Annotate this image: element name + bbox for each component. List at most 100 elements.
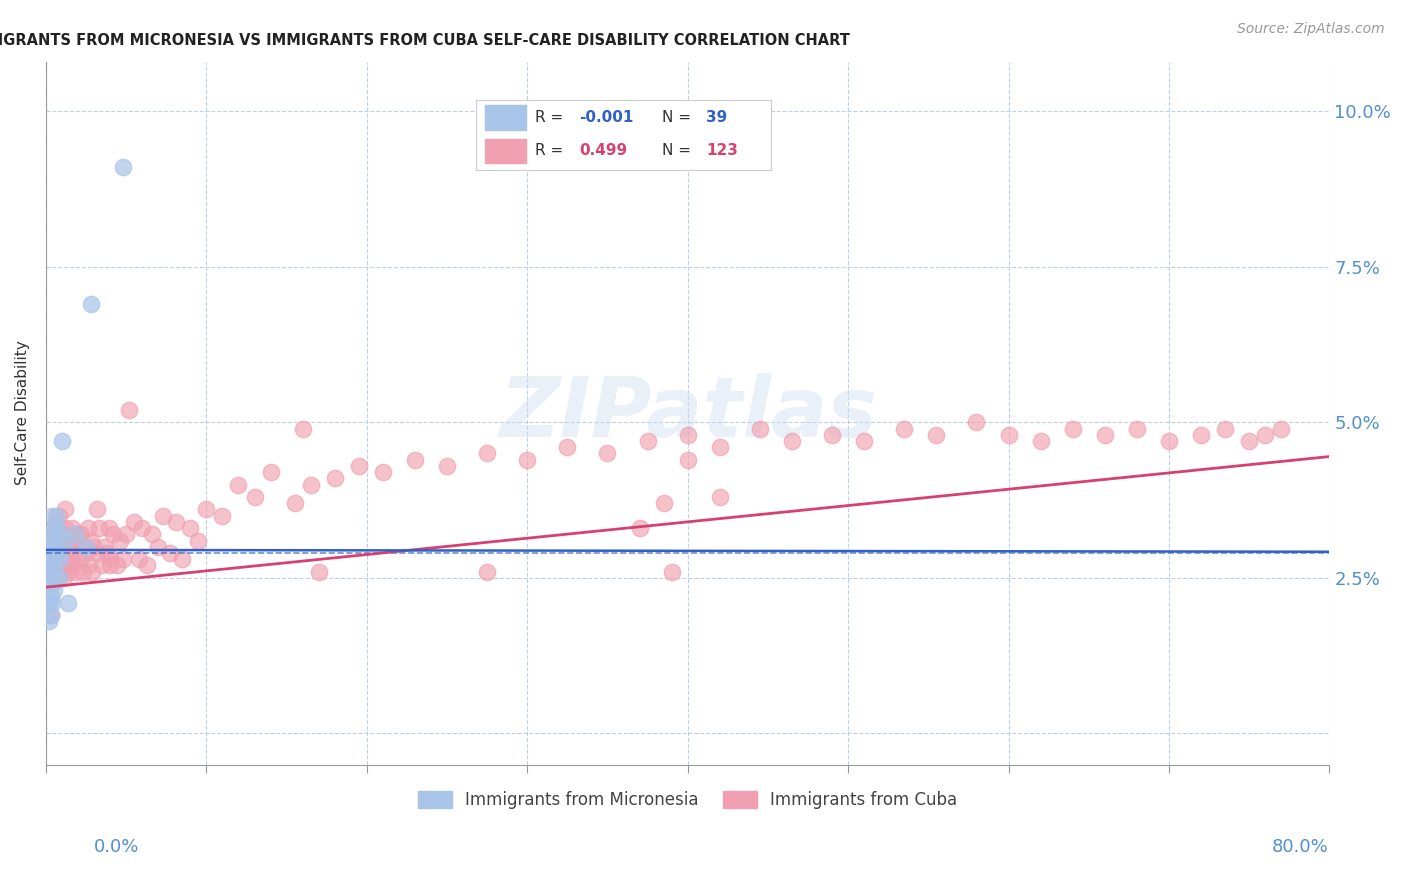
Point	[128, 552, 150, 566]
Point	[709, 490, 731, 504]
Point	[38, 552, 60, 566]
Point	[148, 540, 170, 554]
Point	[259, 465, 281, 479]
Point	[51, 552, 73, 566]
Point	[45, 508, 67, 523]
Point	[69, 552, 91, 566]
Point	[38, 571, 60, 585]
Point	[58, 565, 80, 579]
Point	[67, 527, 90, 541]
Point	[53, 521, 76, 535]
Point	[1189, 427, 1212, 442]
Point	[38, 596, 60, 610]
Point	[80, 533, 103, 548]
Point	[41, 546, 63, 560]
Point	[676, 427, 699, 442]
Point	[52, 571, 75, 585]
Point	[48, 533, 70, 548]
Point	[37, 571, 59, 585]
Text: Source: ZipAtlas.com: Source: ZipAtlas.com	[1237, 22, 1385, 37]
Point	[37, 558, 59, 573]
Point	[58, 596, 80, 610]
Point	[37, 596, 59, 610]
Point	[93, 540, 115, 554]
Point	[48, 571, 70, 585]
Text: ZIPatlas: ZIPatlas	[499, 373, 876, 453]
Point	[299, 477, 322, 491]
Point	[228, 477, 250, 491]
Point	[516, 452, 538, 467]
Point	[136, 558, 159, 573]
Point	[893, 421, 915, 435]
Point	[45, 540, 67, 554]
Point	[637, 434, 659, 448]
Point	[1126, 421, 1149, 435]
Point	[347, 458, 370, 473]
Point	[39, 540, 62, 554]
Point	[49, 540, 72, 554]
Point	[39, 608, 62, 623]
Point	[51, 434, 73, 448]
Point	[76, 521, 98, 535]
Point	[1270, 421, 1292, 435]
Point	[42, 540, 65, 554]
Point	[195, 502, 218, 516]
Point	[45, 515, 67, 529]
Point	[39, 608, 62, 623]
Point	[596, 446, 619, 460]
Point	[37, 565, 59, 579]
Point	[1094, 427, 1116, 442]
Point	[49, 565, 72, 579]
Point	[475, 565, 498, 579]
Point	[108, 533, 131, 548]
Point	[105, 558, 128, 573]
Point	[67, 540, 90, 554]
Point	[86, 546, 108, 560]
Point	[46, 571, 69, 585]
Point	[131, 521, 153, 535]
Point	[172, 552, 194, 566]
Point	[39, 527, 62, 541]
Point	[42, 583, 65, 598]
Point	[103, 527, 125, 541]
Point	[41, 577, 63, 591]
Point	[83, 540, 105, 554]
Point	[48, 527, 70, 541]
Point	[59, 546, 82, 560]
Point	[323, 471, 346, 485]
Point	[652, 496, 675, 510]
Point	[42, 565, 65, 579]
Point	[46, 521, 69, 535]
Point	[41, 508, 63, 523]
Point	[41, 558, 63, 573]
Point	[39, 590, 62, 604]
Point	[79, 558, 101, 573]
Point	[80, 297, 103, 311]
Point	[46, 552, 69, 566]
Point	[1029, 434, 1052, 448]
Point	[38, 552, 60, 566]
Point	[46, 546, 69, 560]
Point	[72, 565, 94, 579]
Point	[661, 565, 683, 579]
Point	[475, 446, 498, 460]
Point	[60, 552, 83, 566]
Point	[557, 440, 579, 454]
Text: 80.0%: 80.0%	[1272, 838, 1329, 856]
Point	[58, 540, 80, 554]
Point	[48, 508, 70, 523]
Point	[965, 415, 987, 429]
Point	[997, 427, 1019, 442]
Point	[1254, 427, 1277, 442]
Point	[39, 571, 62, 585]
Point	[41, 552, 63, 566]
Point	[118, 403, 141, 417]
Point	[91, 558, 114, 573]
Point	[65, 565, 87, 579]
Text: IMMIGRANTS FROM MICRONESIA VS IMMIGRANTS FROM CUBA SELF-CARE DISABILITY CORRELAT: IMMIGRANTS FROM MICRONESIA VS IMMIGRANTS…	[0, 33, 849, 48]
Point	[42, 521, 65, 535]
Point	[87, 521, 110, 535]
Point	[52, 546, 75, 560]
Point	[404, 452, 426, 467]
Point	[211, 508, 233, 523]
